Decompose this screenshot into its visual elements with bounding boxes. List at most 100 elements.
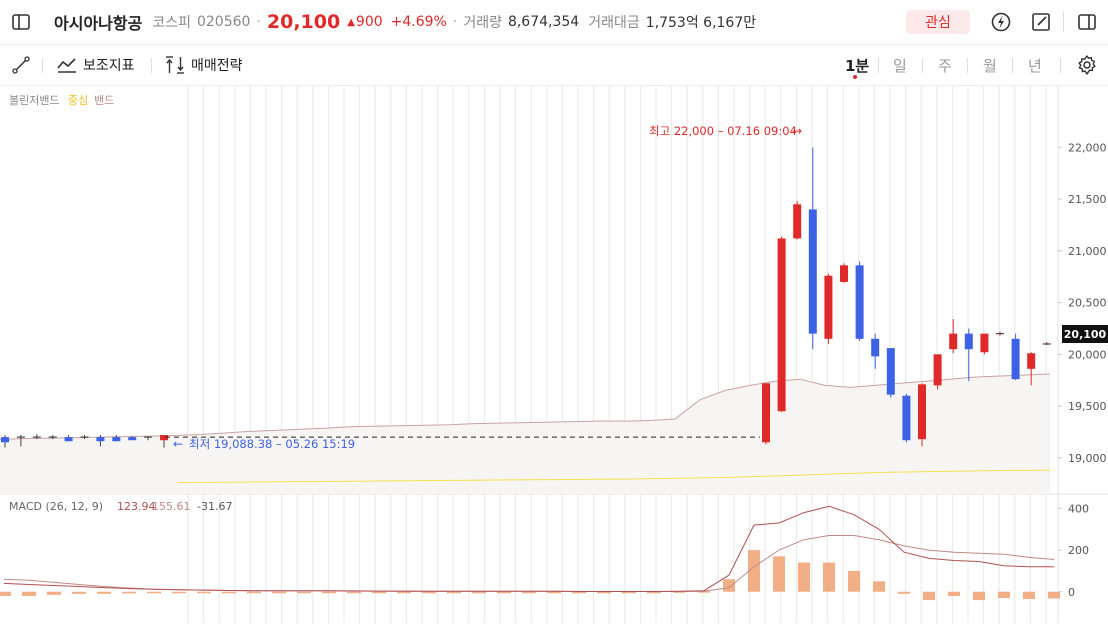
- macd-histogram-bar: [522, 591, 536, 594]
- settings-gear-icon[interactable]: [1076, 54, 1098, 76]
- macd-histogram-bar: [372, 591, 386, 594]
- macd-signal-line: [3, 535, 1055, 592]
- candle: [1, 435, 9, 448]
- macd-histogram-bar: [197, 591, 211, 594]
- candle: [160, 435, 168, 448]
- price-tick-label: 20,000: [1068, 348, 1107, 361]
- candle: [96, 435, 105, 447]
- candle: [871, 333, 880, 369]
- market-label: 코스피: [152, 15, 191, 31]
- macd-histogram-bar: [472, 591, 486, 594]
- candle-body: [112, 437, 121, 442]
- candle: [902, 393, 911, 443]
- candle: [777, 236, 786, 413]
- period-tab-week[interactable]: 주: [938, 56, 952, 75]
- period-tab-day[interactable]: 일: [893, 56, 907, 75]
- high-annotation: 최고 22,000 – 07.16 09:04: [649, 124, 797, 138]
- macd-histogram-bar: [222, 591, 236, 594]
- macd-histogram-bar: [247, 591, 261, 594]
- sidebar-toggle-icon[interactable]: [10, 11, 32, 33]
- macd-histogram-bar: [297, 591, 311, 594]
- candle: [918, 383, 926, 447]
- macd-histogram-bar: [848, 570, 860, 592]
- strategy-label: 매매전략: [191, 58, 243, 74]
- candle-body: [871, 338, 880, 357]
- bollinger-lower-line: [177, 469, 1051, 484]
- macd-histogram-bar: [723, 579, 735, 592]
- candle-body: [64, 437, 73, 442]
- macd-histogram-bar: [497, 591, 511, 594]
- macd-histogram-bar: [97, 591, 111, 594]
- macd-histogram-bar: [973, 591, 985, 601]
- stock-header: 아시아나항공 코스피 020560 · 20,100 ▲ 900 +4.69% …: [0, 0, 1108, 45]
- macd-histogram-bar: [923, 591, 935, 601]
- macd-histogram-bar: [397, 591, 411, 594]
- candle: [933, 354, 942, 390]
- current-price: 20,100: [266, 11, 341, 33]
- candle-body: [1027, 353, 1036, 369]
- candle: [112, 435, 121, 442]
- macd-signal-value: 155.61: [152, 500, 191, 513]
- macd-histogram-bar: [22, 591, 36, 596]
- candle: [144, 436, 153, 441]
- up-triangle-icon: ▲: [347, 16, 355, 28]
- candle: [949, 319, 958, 354]
- candle-body: [762, 383, 770, 443]
- separator-dot: ·: [256, 14, 261, 30]
- candle: [1027, 352, 1036, 386]
- price-axis: 19,000 19,500 20,000 20,500 21,000 21,500 22,0…: [1058, 141, 1107, 465]
- stock-name: 아시아나항공: [54, 14, 143, 33]
- candle-body: [808, 209, 817, 334]
- price-change: 900: [355, 14, 383, 30]
- period-tab-year[interactable]: 년: [1028, 56, 1042, 75]
- candle: [808, 147, 817, 350]
- macd-histogram-bar: [447, 591, 461, 594]
- macd-histogram-bar: [422, 591, 436, 594]
- price-chart[interactable]: ←→ 19,00019,50020,00020,50021,00021,5002…: [0, 86, 1108, 623]
- watch-button[interactable]: 관심: [906, 10, 970, 34]
- strategy-button[interactable]: 매매전략: [164, 45, 243, 85]
- period-tab-month[interactable]: 월: [983, 56, 997, 75]
- candle: [840, 263, 848, 283]
- candle-body: [902, 395, 911, 441]
- draw-line-icon[interactable]: [10, 54, 32, 76]
- amount-value: 1,753억 6,167만: [645, 15, 757, 31]
- macd-histogram-bar: [698, 591, 710, 593]
- indicator-label: 보조지표: [83, 58, 135, 74]
- price-change-pct: +4.69%: [390, 14, 447, 30]
- candle: [128, 436, 137, 441]
- macd-histogram-bar: [0, 591, 11, 596]
- volume-value: 8,674,354: [507, 14, 580, 30]
- panel-toggle-icon[interactable]: [1076, 11, 1098, 33]
- header-divider: [1063, 12, 1064, 32]
- candle-body: [855, 265, 864, 339]
- candle: [32, 433, 41, 440]
- separator-dot: ·: [452, 14, 458, 30]
- macd-label: MACD (26, 12, 9): [9, 500, 103, 513]
- macd-histogram-bar: [773, 556, 785, 592]
- macd-histogram-bar: [1023, 591, 1035, 600]
- period-divider: [922, 58, 923, 73]
- macd-tick-label: 200: [1068, 544, 1089, 557]
- price-tick-label: 21,500: [1068, 193, 1107, 206]
- period-divider: [967, 58, 968, 73]
- high-arrow-icon: →: [792, 124, 802, 138]
- candle-body: [777, 238, 786, 412]
- edit-icon[interactable]: [1029, 10, 1053, 34]
- candle: [886, 348, 895, 398]
- candle-body: [949, 333, 958, 350]
- bollinger-mid-label: 중심: [68, 94, 88, 107]
- macd-histogram-bar: [147, 591, 161, 594]
- macd-histogram-bar: [748, 550, 760, 592]
- macd-histogram-bar: [122, 591, 136, 594]
- macd-histogram-bar: [597, 591, 611, 594]
- indicator-button[interactable]: 보조지표: [56, 45, 135, 85]
- macd-histogram-bar: [572, 591, 586, 594]
- chart-area[interactable]: ← → 19,000 19,500 20,000 20,500 21,000 21,500 2…: [0, 86, 1108, 623]
- candle: [855, 261, 864, 341]
- candle: [64, 435, 73, 442]
- period-tab-1min[interactable]: 1분: [845, 56, 870, 75]
- bollinger-mid-line: [0, 373, 1051, 440]
- candle-body: [980, 333, 989, 353]
- lightning-icon[interactable]: [989, 10, 1013, 34]
